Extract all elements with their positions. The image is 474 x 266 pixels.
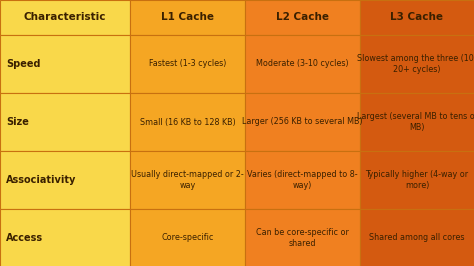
Bar (0, 209, 130, 266)
Bar (360, 35, 474, 93)
Bar (245, 93, 360, 151)
Text: Typically higher (4-way or
more): Typically higher (4-way or more) (365, 170, 469, 190)
Text: Usually direct-mapped or 2-
way: Usually direct-mapped or 2- way (131, 170, 244, 190)
Bar (245, 0, 360, 35)
Bar (130, 93, 245, 151)
Text: Can be core-specific or
shared: Can be core-specific or shared (256, 228, 349, 248)
Text: Access: Access (6, 233, 43, 243)
Bar (0, 93, 130, 151)
Text: L2 Cache: L2 Cache (276, 13, 329, 23)
Text: Slowest among the three (10-
20+ cycles): Slowest among the three (10- 20+ cycles) (357, 54, 474, 74)
Text: Speed: Speed (6, 59, 40, 69)
Bar (245, 151, 360, 209)
Bar (130, 35, 245, 93)
Bar (0, 0, 130, 35)
Text: Moderate (3-10 cycles): Moderate (3-10 cycles) (256, 60, 349, 69)
Bar (245, 209, 360, 266)
Text: Shared among all cores: Shared among all cores (369, 234, 465, 243)
Bar (0, 151, 130, 209)
Text: Fastest (1-3 cycles): Fastest (1-3 cycles) (149, 60, 226, 69)
Bar (360, 93, 474, 151)
Bar (360, 0, 474, 35)
Text: Varies (direct-mapped to 8-
way): Varies (direct-mapped to 8- way) (247, 170, 358, 190)
Bar (130, 151, 245, 209)
Text: Core-specific: Core-specific (161, 234, 214, 243)
Bar (360, 151, 474, 209)
Bar (360, 209, 474, 266)
Bar (130, 0, 245, 35)
Text: Larger (256 KB to several MB): Larger (256 KB to several MB) (242, 118, 363, 127)
Text: L1 Cache: L1 Cache (161, 13, 214, 23)
Text: Associativity: Associativity (6, 175, 76, 185)
Bar (245, 35, 360, 93)
Bar (0, 35, 130, 93)
Text: Largest (several MB to tens of
MB): Largest (several MB to tens of MB) (357, 112, 474, 132)
Bar (130, 209, 245, 266)
Text: Size: Size (6, 117, 29, 127)
Text: Characteristic: Characteristic (24, 13, 106, 23)
Text: Small (16 KB to 128 KB): Small (16 KB to 128 KB) (140, 118, 236, 127)
Text: L3 Cache: L3 Cache (391, 13, 444, 23)
